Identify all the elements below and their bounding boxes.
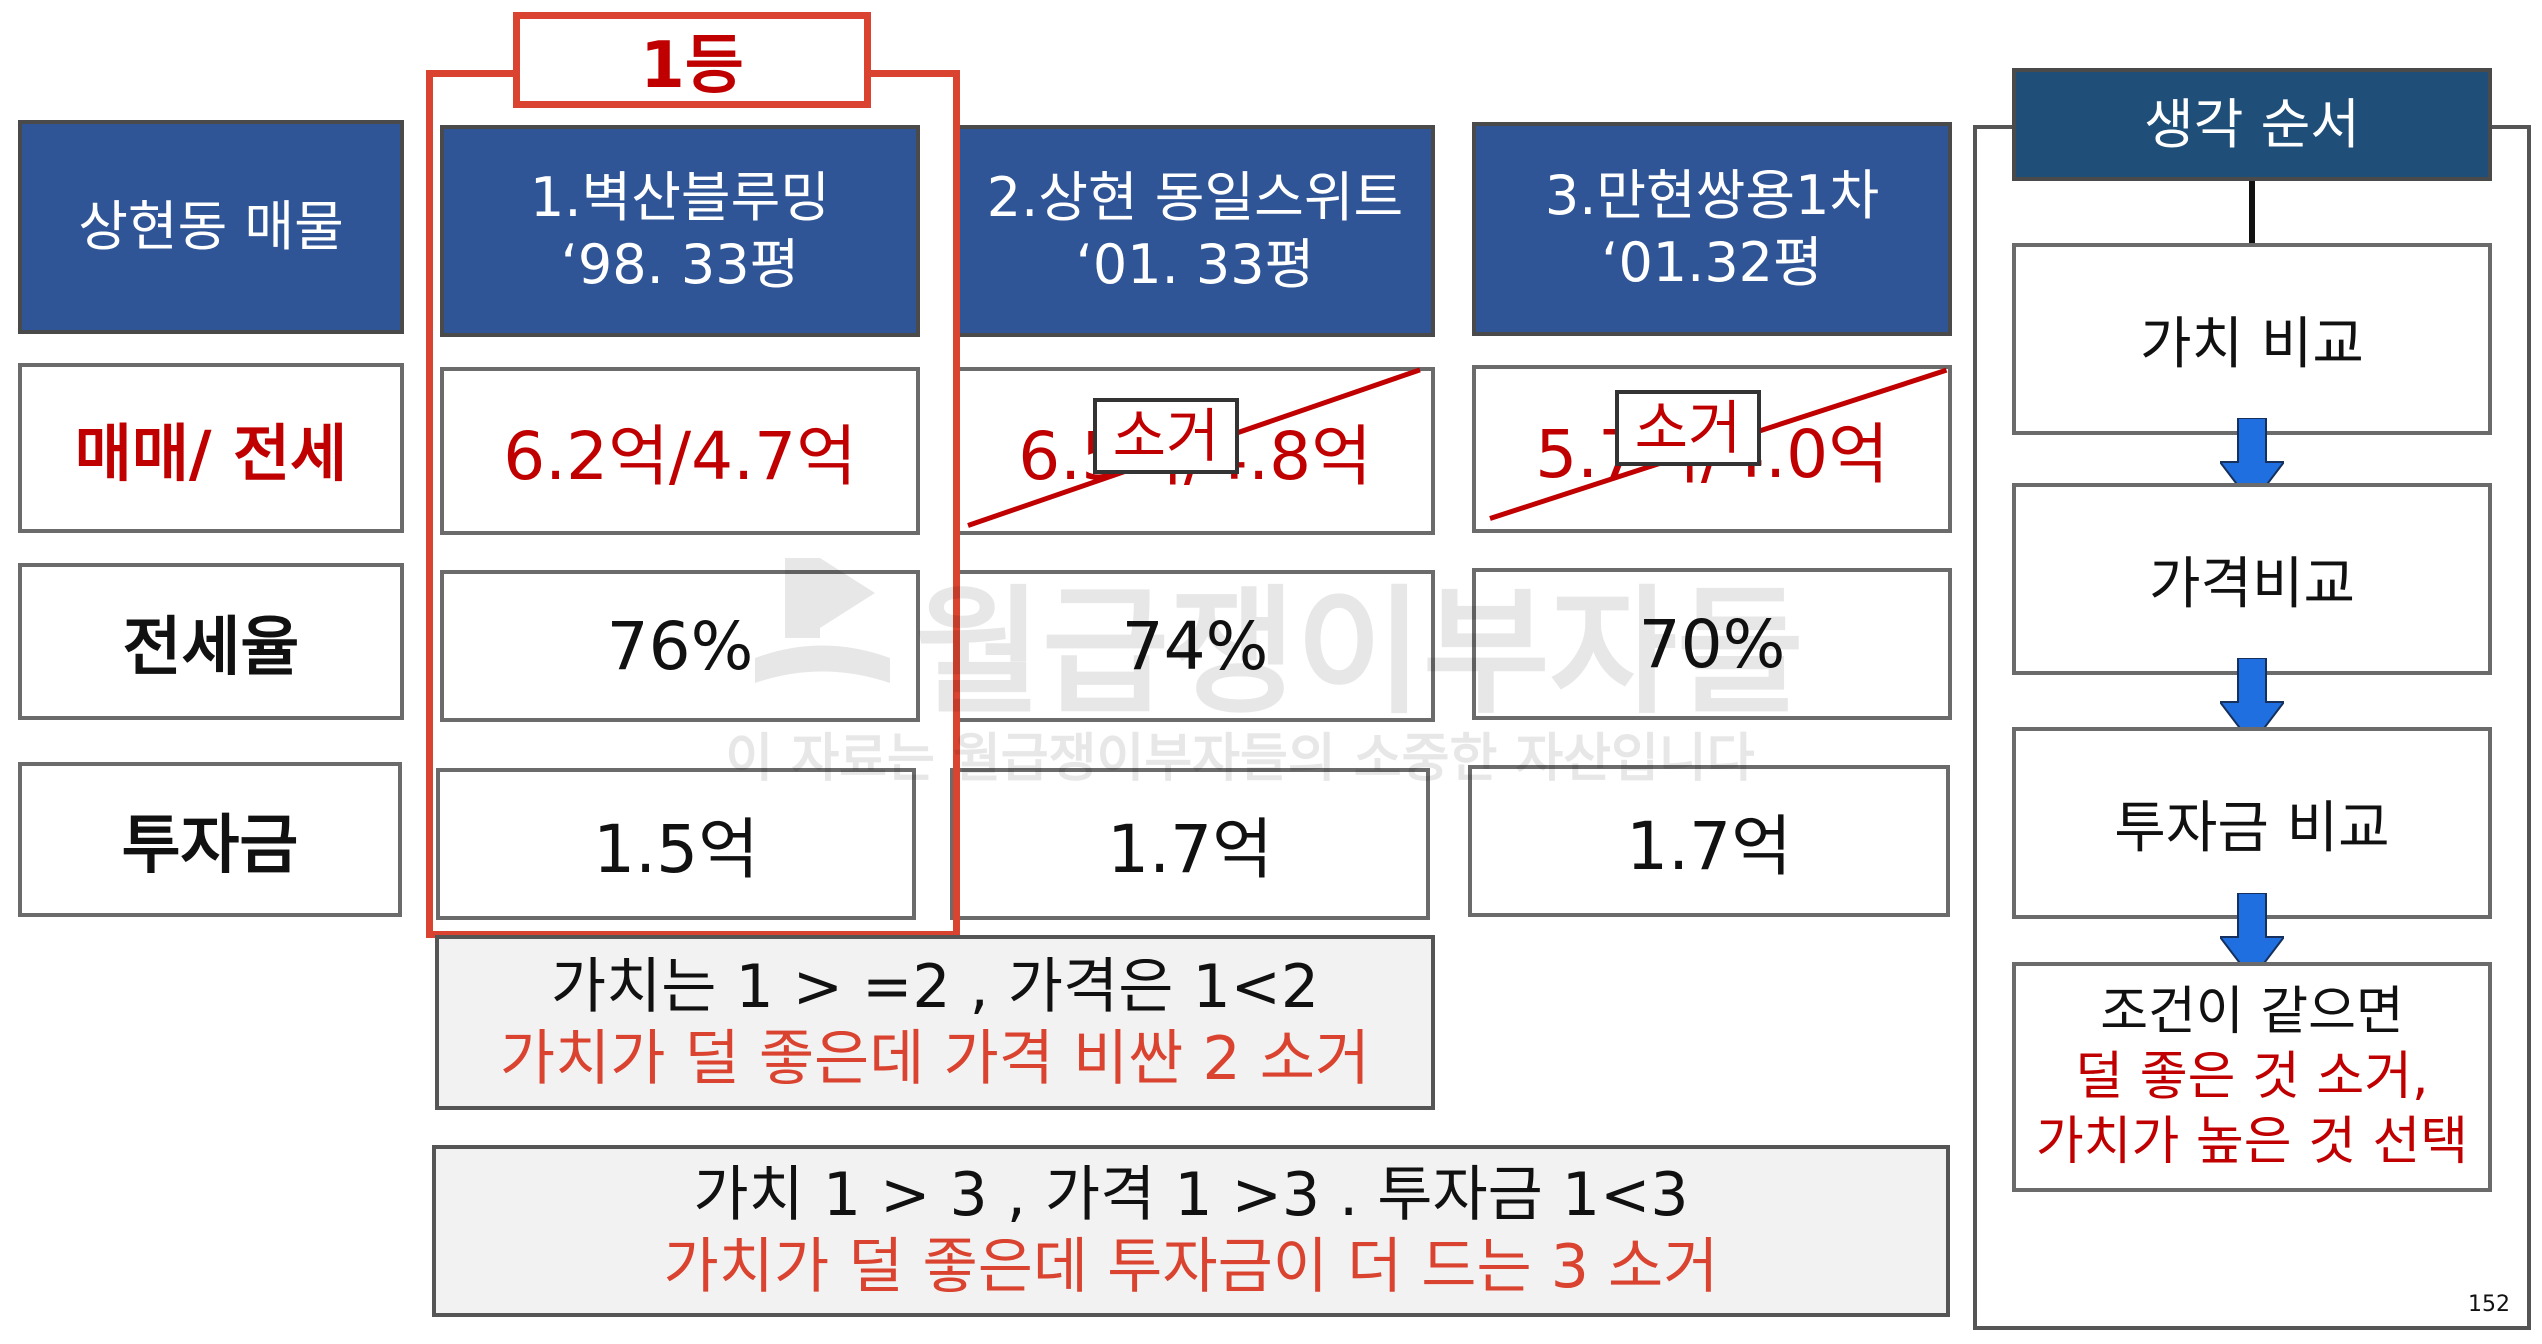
property-2-investment-text: 1.7억 — [1107, 796, 1273, 892]
comparison-note-2: 가치는 1 > =2 , 가격은 1<2 가치가 덜 좋은데 가격 비싼 2 소… — [435, 935, 1435, 1110]
property-2-name: 2.상현 동일스위트 — [987, 164, 1403, 232]
process-step-investment-text: 투자금 비교 — [2114, 783, 2389, 864]
process-step-price: 가격비교 — [2012, 483, 2492, 675]
property-3-jeonse-rate: 70% — [1472, 568, 1952, 720]
property-3-investment: 1.7억 — [1468, 765, 1950, 917]
page-number-text: 152 — [2468, 1292, 2510, 1317]
watermark-logo-icon — [745, 548, 900, 698]
property-2-header: 2.상현 동일스위트 ‘01. 33평 — [955, 125, 1435, 337]
row-header-title-text: 상현동 매물 — [78, 193, 344, 261]
comparison-note-2-line1: 가치는 1 > =2 , 가격은 1<2 — [551, 951, 1319, 1023]
process-title: 생각 순서 — [2012, 68, 2492, 181]
process-connector — [2249, 181, 2255, 243]
property-2-investment: 1.7억 — [950, 768, 1430, 920]
rank-badge: 1등 — [513, 12, 871, 108]
comparison-note-3: 가치 1 > 3 , 가격 1 >3 . 투자금 1<3 가치가 덜 좋은데 투… — [432, 1145, 1950, 1317]
comparison-note-3-line2: 가치가 덜 좋은데 투자금이 더 드는 3 소거 — [664, 1231, 1719, 1303]
property-2-jeonse-rate-text: 74% — [1122, 608, 1269, 685]
process-step-investment: 투자금 비교 — [2012, 727, 2492, 919]
winner-highlight-frame — [426, 70, 960, 938]
comparison-note-3-line1: 가치 1 > 3 , 가격 1 >3 . 투자금 1<3 — [693, 1159, 1688, 1231]
process-title-text: 생각 순서 — [2144, 91, 2360, 159]
property-2-eliminated-badge: 소거 — [1093, 398, 1239, 474]
process-step-value: 가치 비교 — [2012, 243, 2492, 435]
property-3-eliminated-badge: 소거 — [1615, 390, 1761, 466]
process-final-step: 조건이 같으면 덜 좋은 것 소거, 가치가 높은 것 선택 — [2012, 962, 2492, 1192]
trade-price-label-text: 매매/ 전세 — [75, 403, 347, 493]
property-3-spec: ‘01.32평 — [1601, 229, 1822, 297]
property-3-eliminated-text: 소거 — [1635, 399, 1742, 457]
row-header-title: 상현동 매물 — [18, 120, 404, 334]
process-final-line3: 가치가 높은 것 선택 — [2036, 1110, 2468, 1175]
jeonse-rate-label: 전세율 — [18, 563, 404, 720]
process-final-line2: 덜 좋은 것 소거, — [2075, 1045, 2428, 1110]
process-step-price-text: 가격비교 — [2149, 539, 2355, 620]
property-2-jeonse-rate: 74% — [955, 570, 1435, 722]
jeonse-rate-label-text: 전세율 — [123, 596, 300, 688]
trade-price-label: 매매/ 전세 — [18, 363, 404, 533]
process-final-line1: 조건이 같으면 — [2100, 980, 2404, 1045]
investment-label-text: 투자금 — [122, 794, 299, 886]
process-step-value-text: 가치 비교 — [2140, 299, 2364, 380]
investment-label: 투자금 — [18, 762, 402, 917]
property-3-investment-text: 1.7억 — [1626, 793, 1792, 889]
property-3-name: 3.만현쌍용1차 — [1545, 162, 1879, 230]
property-3-header: 3.만현쌍용1차 ‘01.32평 — [1472, 122, 1952, 336]
property-3-jeonse-rate-text: 70% — [1639, 606, 1786, 683]
property-2-eliminated-text: 소거 — [1113, 407, 1220, 465]
property-2-spec: ‘01. 33평 — [1076, 231, 1315, 299]
page-number: 152 — [2440, 1292, 2510, 1322]
rank-badge-text: 1등 — [640, 14, 743, 106]
comparison-note-2-line2: 가치가 덜 좋은데 가격 비싼 2 소거 — [500, 1023, 1370, 1095]
